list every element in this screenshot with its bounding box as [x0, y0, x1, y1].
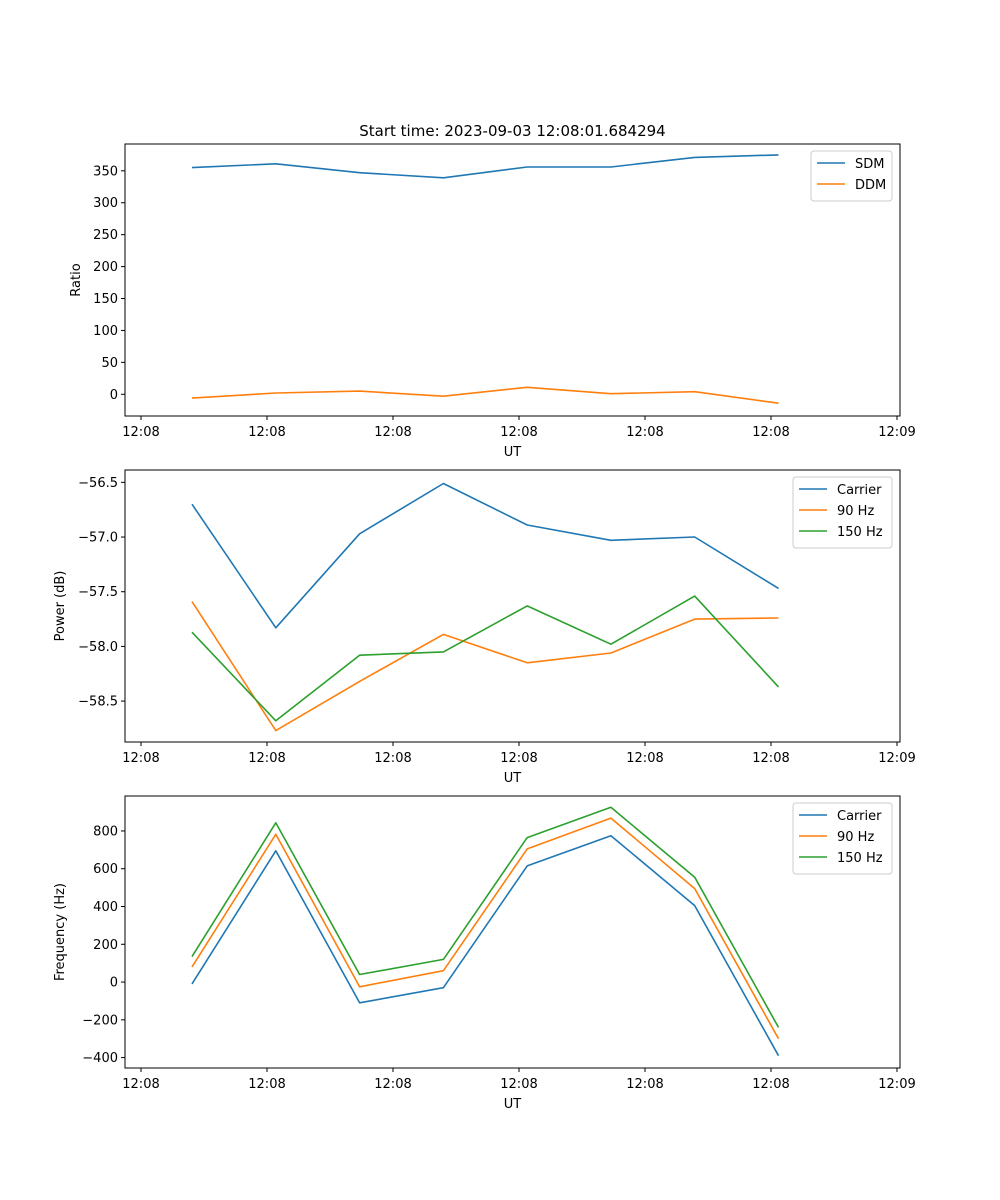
- legend-label: Carrier: [837, 809, 882, 824]
- x-axis-label: UT: [504, 445, 522, 460]
- y-tick-label: 800: [93, 824, 118, 839]
- y-tick-label: 200: [93, 938, 118, 953]
- series-line-150-hz: [191, 595, 780, 722]
- axes-frame: [124, 795, 901, 1069]
- y-tick-label: −56.5: [78, 476, 118, 491]
- series-line-ddm: [191, 386, 779, 404]
- x-tick-label: 12:08: [752, 751, 789, 766]
- chart-panel-2: −58.5 −58.0 −57.5 −57.0 −56.5 12:08 12:08 12:08…: [53, 469, 916, 786]
- y-tick-label: 0: [110, 388, 118, 403]
- x-tick-label: 12:08: [374, 751, 411, 766]
- x-axis-label: UT: [504, 1097, 522, 1112]
- x-tick-label: 12:08: [626, 425, 663, 440]
- x-tick-label: 12:09: [878, 1077, 915, 1092]
- y-tick-label: 0: [110, 976, 118, 991]
- x-tick-label: 12:09: [878, 425, 915, 440]
- x-tick-label: 12:08: [122, 1077, 159, 1092]
- x-tick-label: 12:08: [500, 751, 537, 766]
- x-tick-label: 12:08: [500, 1077, 537, 1092]
- x-tick-label: 12:08: [374, 1077, 411, 1092]
- y-tick-label: 150: [93, 292, 118, 307]
- y-tick-label: −400: [82, 1051, 118, 1066]
- legend: SDM DDM: [810, 150, 893, 202]
- legend-label: SDM: [855, 157, 884, 172]
- y-tick-label: 600: [93, 862, 118, 877]
- series-line-carrier: [191, 482, 779, 629]
- x-tick-label: 12:08: [122, 425, 159, 440]
- y-tick-label: 350: [93, 164, 118, 179]
- series-line-sdm: [191, 154, 779, 179]
- y-tick-label: 100: [93, 324, 118, 339]
- y-tick-label: 400: [93, 900, 118, 915]
- x-tick-label: 12:08: [248, 425, 285, 440]
- y-tick-label: −58.0: [78, 640, 118, 655]
- axes-frame: [124, 143, 901, 417]
- chart-panel-1: 0 50 100 150 200 250 300 350 12:08 12:08 12:08 12:0…: [69, 143, 916, 460]
- chart-panel-3: −400 −200 0 200 400 600 800 12:08 12:08 12:08 12:0…: [53, 795, 916, 1112]
- x-tick-label: 12:08: [752, 425, 789, 440]
- series-line-carrier: [191, 834, 780, 1057]
- series-line-90-hz: [191, 817, 780, 1040]
- y-tick-label: 200: [93, 260, 118, 275]
- legend-label: 150 Hz: [837, 525, 883, 540]
- x-tick-label: 12:08: [500, 425, 537, 440]
- x-axis-label: UT: [504, 771, 522, 786]
- series-line-90-hz: [191, 601, 779, 732]
- x-tick-label: 12:09: [878, 751, 915, 766]
- legend-label: Carrier: [837, 483, 882, 498]
- y-tick-label: −200: [82, 1013, 118, 1028]
- legend-label: 150 Hz: [837, 851, 883, 866]
- x-tick-label: 12:08: [248, 1077, 285, 1092]
- charts-container: 0 50 100 150 200 250 300 350 12:08 12:08 12:08 12:0…: [53, 143, 916, 1112]
- y-axis-label: Frequency (Hz): [53, 883, 68, 981]
- x-tick-label: 12:08: [626, 1077, 663, 1092]
- y-tick-label: −57.0: [78, 531, 118, 546]
- x-tick-label: 12:08: [248, 751, 285, 766]
- x-tick-label: 12:08: [122, 751, 159, 766]
- y-axis-label: Ratio: [69, 263, 84, 296]
- x-tick-label: 12:08: [626, 751, 663, 766]
- series-line-150-hz: [191, 806, 780, 1028]
- legend-label: 90 Hz: [837, 830, 874, 845]
- y-tick-label: 250: [93, 228, 118, 243]
- y-tick-label: −58.5: [78, 695, 118, 710]
- y-tick-label: 300: [93, 196, 118, 211]
- x-tick-label: 12:08: [374, 425, 411, 440]
- y-tick-label: 50: [101, 356, 118, 371]
- legend-label: DDM: [855, 178, 886, 193]
- legend: Carrier 90 Hz 150 Hz: [792, 476, 893, 549]
- axes-frame: [124, 469, 901, 743]
- x-tick-label: 12:08: [752, 1077, 789, 1092]
- y-axis-label: Power (dB): [53, 571, 68, 642]
- y-tick-label: −57.5: [78, 585, 118, 600]
- legend-label: 90 Hz: [837, 504, 874, 519]
- figure-title: Start time: 2023-09-03 12:08:01.684294: [359, 122, 665, 140]
- legend: Carrier 90 Hz 150 Hz: [792, 802, 893, 875]
